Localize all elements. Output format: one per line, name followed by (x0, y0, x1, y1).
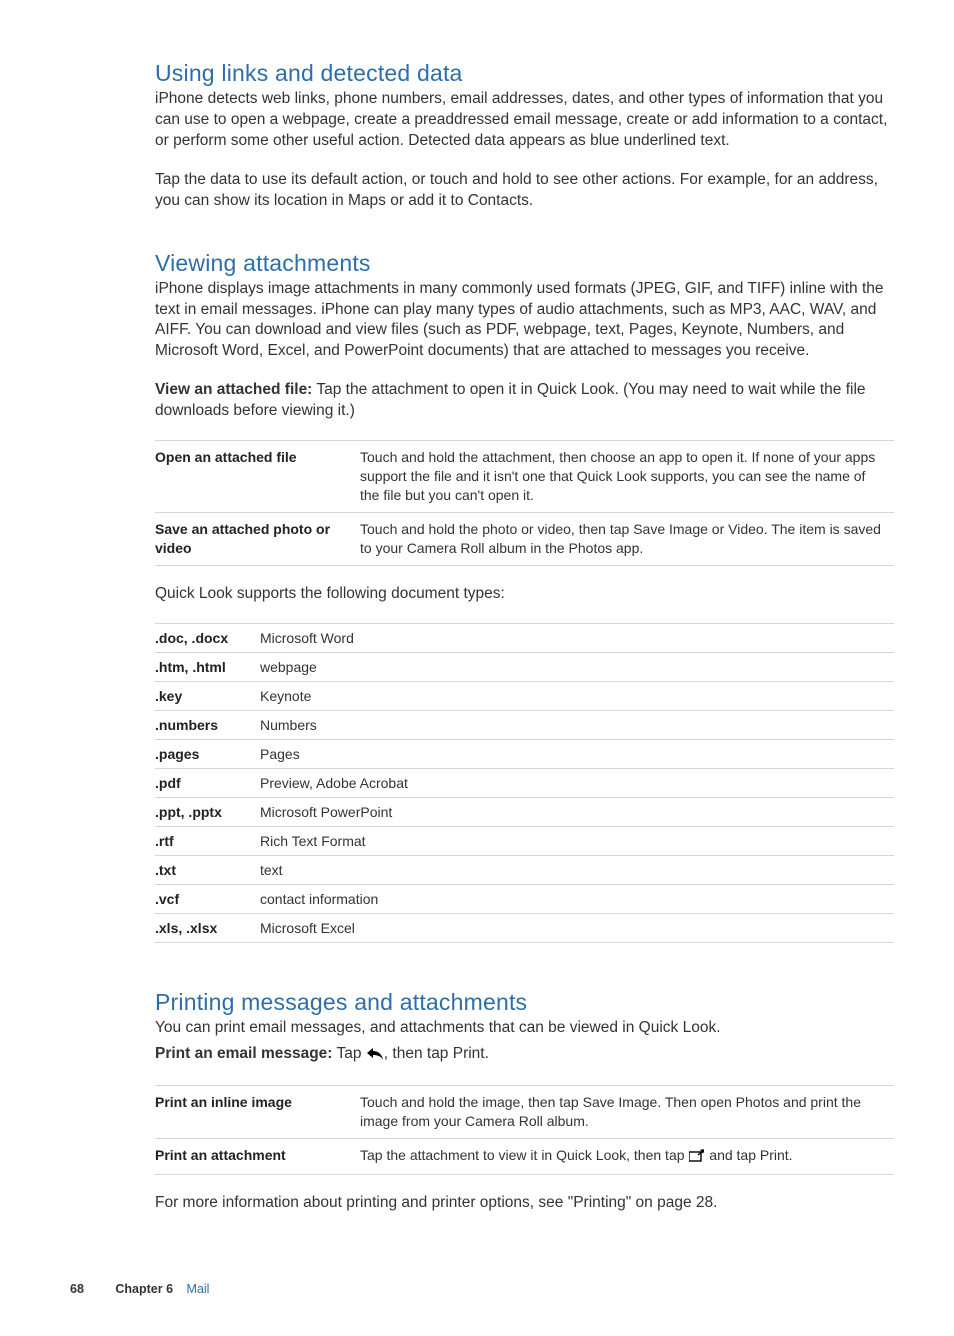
share-action-icon (689, 1148, 704, 1167)
file-extension: .pdf (155, 768, 260, 797)
file-extension: .pages (155, 739, 260, 768)
page-footer: 68 Chapter 6 Mail (70, 1282, 209, 1296)
file-description: Rich Text Format (260, 826, 894, 855)
table-row: .htm, .htmlwebpage (155, 652, 894, 681)
file-extension: .doc, .docx (155, 623, 260, 652)
table-row: .numbersNumbers (155, 710, 894, 739)
table-cell-label: Open an attached file (155, 441, 360, 513)
file-extension: .rtf (155, 826, 260, 855)
file-description: Microsoft Excel (260, 913, 894, 942)
attachments-actions-table: Open an attached file Touch and hold the… (155, 440, 894, 565)
print-actions-table: Print an inline image Touch and hold the… (155, 1085, 894, 1175)
file-description: contact information (260, 884, 894, 913)
file-description: Keynote (260, 681, 894, 710)
body-text: View an attached file: Tap the attachmen… (155, 380, 894, 422)
table-row: .ppt, .pptxMicrosoft PowerPoint (155, 797, 894, 826)
body-text-inline: Tap the attachment to view it in Quick L… (360, 1147, 688, 1163)
table-row: Save an attached photo or video Touch an… (155, 512, 894, 565)
bold-label: View an attached file: (155, 381, 312, 398)
body-text: For more information about printing and … (155, 1193, 894, 1214)
body-text: iPhone detects web links, phone numbers,… (155, 89, 894, 152)
section-heading-attachments: Viewing attachments (155, 250, 894, 277)
body-text: You can print email messages, and attach… (155, 1018, 894, 1039)
file-description: webpage (260, 652, 894, 681)
body-text-inline: , then tap Print. (384, 1045, 489, 1062)
table-row: Print an inline image Touch and hold the… (155, 1086, 894, 1139)
section-heading-printing: Printing messages and attachments (155, 989, 894, 1016)
table-row: .pdfPreview, Adobe Acrobat (155, 768, 894, 797)
table-row: .doc, .docxMicrosoft Word (155, 623, 894, 652)
table-row: .keyKeynote (155, 681, 894, 710)
body-text: Quick Look supports the following docume… (155, 584, 894, 605)
table-cell-label: Print an inline image (155, 1086, 360, 1139)
reply-arrow-icon (367, 1046, 383, 1067)
body-text-inline: and tap Print. (705, 1147, 792, 1163)
table-row: .pagesPages (155, 739, 894, 768)
file-description: Pages (260, 739, 894, 768)
body-text: iPhone displays image attachments in man… (155, 279, 894, 363)
table-row: .vcfcontact information (155, 884, 894, 913)
table-row: .xls, .xlsxMicrosoft Excel (155, 913, 894, 942)
table-cell-desc: Touch and hold the attachment, then choo… (360, 441, 894, 513)
table-cell-desc: Touch and hold the photo or video, then … (360, 512, 894, 565)
table-row: Print an attachment Tap the attachment t… (155, 1139, 894, 1175)
table-row: .txttext (155, 855, 894, 884)
section-heading-links: Using links and detected data (155, 60, 894, 87)
table-row: Open an attached file Touch and hold the… (155, 441, 894, 513)
file-description: Numbers (260, 710, 894, 739)
table-cell-label: Print an attachment (155, 1139, 360, 1175)
file-extension: .xls, .xlsx (155, 913, 260, 942)
section-label: Mail (187, 1282, 210, 1296)
document-types-table: .doc, .docxMicrosoft Word .htm, .htmlweb… (155, 623, 894, 943)
file-extension: .htm, .html (155, 652, 260, 681)
table-cell-label: Save an attached photo or video (155, 512, 360, 565)
table-row: .rtfRich Text Format (155, 826, 894, 855)
file-extension: .numbers (155, 710, 260, 739)
page-number: 68 (70, 1282, 84, 1296)
chapter-label: Chapter 6 (115, 1282, 173, 1296)
body-text: Print an email message: Tap , then tap P… (155, 1044, 894, 1067)
bold-label: Print an email message: (155, 1045, 332, 1062)
file-extension: .key (155, 681, 260, 710)
body-text-inline: Tap (332, 1045, 365, 1062)
table-cell-desc: Tap the attachment to view it in Quick L… (360, 1139, 894, 1175)
file-description: Microsoft PowerPoint (260, 797, 894, 826)
file-extension: .ppt, .pptx (155, 797, 260, 826)
file-description: Microsoft Word (260, 623, 894, 652)
table-cell-desc: Touch and hold the image, then tap Save … (360, 1086, 894, 1139)
body-text: Tap the data to use its default action, … (155, 170, 894, 212)
file-extension: .txt (155, 855, 260, 884)
file-extension: .vcf (155, 884, 260, 913)
file-description: text (260, 855, 894, 884)
file-description: Preview, Adobe Acrobat (260, 768, 894, 797)
